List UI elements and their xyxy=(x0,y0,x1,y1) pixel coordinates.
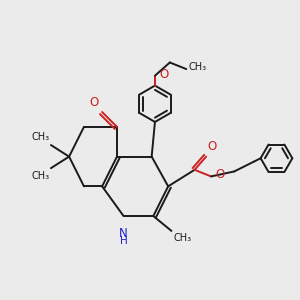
Text: CH₃: CH₃ xyxy=(31,171,49,181)
Text: O: O xyxy=(159,68,168,80)
Text: O: O xyxy=(215,168,224,181)
Text: O: O xyxy=(90,96,99,110)
Text: CH₃: CH₃ xyxy=(173,232,191,243)
Text: N: N xyxy=(119,226,128,240)
Text: O: O xyxy=(208,140,217,153)
Text: H: H xyxy=(120,236,128,246)
Text: CH₃: CH₃ xyxy=(31,132,49,142)
Text: CH₃: CH₃ xyxy=(189,62,207,72)
